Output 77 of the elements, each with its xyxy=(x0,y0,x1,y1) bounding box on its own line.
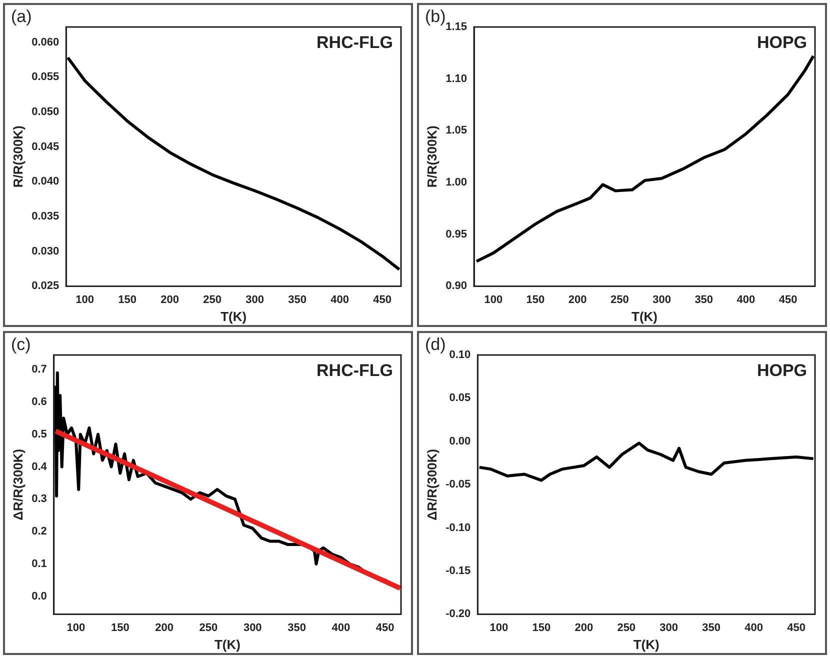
y-tick-label: 1.15 xyxy=(446,21,468,34)
x-axis-title: T(K) xyxy=(220,308,247,324)
x-axis-title: T(K) xyxy=(633,636,660,652)
y-tick-label: 1.05 xyxy=(446,124,468,137)
y-tick-label: 0.4 xyxy=(32,460,48,473)
x-tick-label: 150 xyxy=(118,294,136,306)
x-tick-label: 200 xyxy=(160,294,179,306)
text: (b) xyxy=(425,7,446,27)
y-tick-label: 0.050 xyxy=(32,106,60,118)
y-tick-label: 0.5 xyxy=(32,428,47,440)
y-tick-label: 0.030 xyxy=(32,245,60,258)
y-axis-title: ΔR/R(300K) xyxy=(424,448,440,520)
text: (c) xyxy=(11,335,31,355)
y-tick-label: 0.035 xyxy=(32,210,60,223)
x-tick-label: 150 xyxy=(110,622,130,634)
x-axis-title: T(K) xyxy=(632,308,658,324)
y-tick-label: 1.00 xyxy=(446,176,468,189)
y-tick-label: 0.0 xyxy=(32,590,47,602)
y-tick-label: 0.95 xyxy=(446,228,468,240)
chart-title: HOPG xyxy=(756,33,807,52)
y-tick-label: -0.05 xyxy=(446,478,471,491)
y-tick-label: 0.90 xyxy=(446,280,468,292)
y-tick-label: 0.055 xyxy=(32,71,60,84)
x-tick-label: 450 xyxy=(787,622,806,634)
x-tick-label: 300 xyxy=(243,622,262,634)
x-tick-label: 250 xyxy=(203,294,222,306)
y-tick-label: -0.15 xyxy=(446,565,471,578)
y-tick-label: 0.05 xyxy=(449,392,471,404)
y-axis-title: R/R(300K) xyxy=(10,126,26,188)
y-tick-label: 0.10 xyxy=(449,349,471,362)
y-axis-title: ΔR/R(300K) xyxy=(10,448,26,520)
text: (d) xyxy=(425,335,446,355)
x-tick-label: 200 xyxy=(574,622,594,634)
x-tick-label: 150 xyxy=(526,294,545,306)
x-tick-label: 450 xyxy=(373,294,392,306)
y-tick-label: -0.10 xyxy=(446,522,471,534)
x-tick-label: 400 xyxy=(736,294,756,306)
x-tick-label: 300 xyxy=(246,294,264,306)
x-tick-label: 400 xyxy=(332,622,350,634)
x-tick-label: 250 xyxy=(199,622,218,634)
x-tick-label: 450 xyxy=(778,294,798,306)
y-tick-label: 0.040 xyxy=(32,176,60,188)
x-tick-label: 200 xyxy=(568,294,587,306)
y-tick-label: 0.2 xyxy=(32,526,47,538)
x-axis-title: T(K) xyxy=(214,636,240,652)
y-tick-label: 0.00 xyxy=(449,435,471,448)
chart-title: RHC-FLG xyxy=(316,33,393,52)
x-tick-label: 300 xyxy=(660,622,678,634)
x-tick-label: 100 xyxy=(66,622,86,634)
y-tick-label: 0.060 xyxy=(32,36,60,48)
x-tick-label: 100 xyxy=(490,622,508,634)
x-tick-label: 100 xyxy=(484,294,503,306)
x-tick-label: 400 xyxy=(330,294,349,306)
text: (a) xyxy=(11,7,32,27)
x-tick-label: 250 xyxy=(610,294,629,306)
y-tick-label: 0.7 xyxy=(32,364,47,376)
x-tick-label: 350 xyxy=(288,622,306,634)
y-tick-label: 0.1 xyxy=(32,558,47,570)
y-axis-title: R/R(300K) xyxy=(424,126,440,188)
x-tick-label: 300 xyxy=(652,294,671,306)
chart-title: HOPG xyxy=(756,361,807,380)
x-tick-label: 100 xyxy=(76,294,94,306)
y-tick-label: -0.20 xyxy=(446,608,471,620)
x-tick-label: 150 xyxy=(532,622,551,634)
x-tick-label: 350 xyxy=(702,622,721,634)
x-tick-label: 350 xyxy=(288,294,306,306)
x-tick-label: 200 xyxy=(155,622,174,634)
y-tick-label: 0.3 xyxy=(32,493,47,506)
y-tick-label: 0.045 xyxy=(32,140,60,153)
y-tick-label: 0.6 xyxy=(32,396,47,408)
x-tick-label: 400 xyxy=(744,622,763,634)
x-tick-label: 250 xyxy=(617,622,636,634)
y-tick-label: 0.025 xyxy=(32,280,60,292)
x-tick-label: 350 xyxy=(694,294,714,306)
x-tick-label: 450 xyxy=(376,622,394,634)
chart-title: RHC-FLG xyxy=(316,361,393,380)
y-tick-label: 1.10 xyxy=(446,72,468,85)
